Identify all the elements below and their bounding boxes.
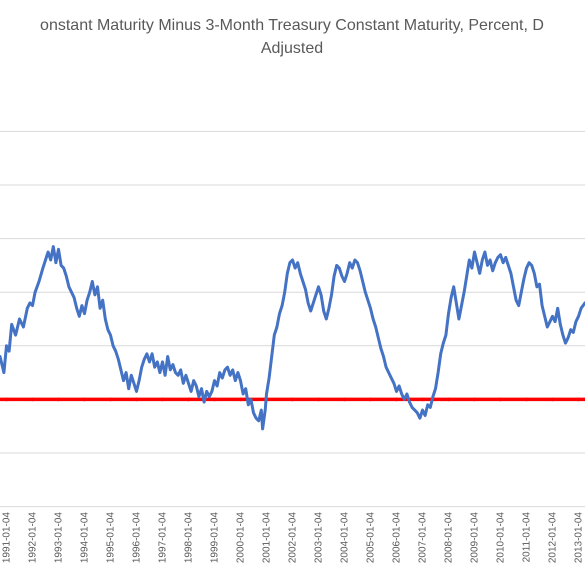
x-tick-label: 2002-01-04 (288, 512, 299, 564)
zero-line-marker (30, 397, 35, 402)
x-tick-label: 1999-01-04 (210, 512, 221, 564)
x-tick-label: 2011-01-04 (522, 512, 533, 563)
zero-line-marker (134, 397, 139, 402)
zero-line-marker (290, 397, 295, 402)
x-tick-label: 1996-01-04 (132, 512, 143, 564)
zero-line-marker (420, 397, 425, 402)
x-tick-label: 1994-01-04 (80, 512, 91, 564)
x-tick-label: 1995-01-04 (106, 512, 117, 564)
zero-line-marker (368, 397, 373, 402)
x-axis-tick-labels: 1991-01-04 1992-01-04 1993-01-04 1994-01-04… (2, 512, 585, 564)
zero-line-marker (498, 397, 503, 402)
x-tick-label: 2001-01-04 (262, 512, 273, 564)
zero-line-marker (108, 397, 113, 402)
zero-line-marker (212, 397, 217, 402)
x-tick-label: 2005-01-04 (366, 512, 377, 564)
zero-line-marker (342, 397, 347, 402)
x-tick-label: 2012-01-04 (548, 512, 559, 564)
zero-line-marker (394, 397, 399, 402)
series-group (0, 245, 585, 431)
x-tick-label: 1992-01-04 (28, 512, 39, 564)
zero-line-marker (4, 397, 9, 402)
x-tick-label: 2007-01-04 (418, 512, 429, 564)
x-tick-label: 2008-01-04 (444, 512, 455, 564)
x-tick-label: 2013-01-04 (574, 512, 585, 564)
chart-title-line1: onstant Maturity Minus 3-Month Treasury … (40, 17, 544, 34)
zero-line-marker (238, 397, 243, 402)
zero-line-marker (524, 397, 529, 402)
x-tick-label: 2000-01-04 (236, 512, 247, 564)
zero-line-marker (82, 397, 87, 402)
zero-line-marker (186, 397, 191, 402)
zero-line-marker (160, 397, 165, 402)
zero-line-marker (576, 397, 581, 402)
zero-line-marker (550, 397, 555, 402)
x-tick-label: 1993-01-04 (54, 512, 65, 564)
x-tick-label: 2003-01-04 (314, 512, 325, 564)
zero-reference-line (0, 397, 585, 402)
x-tick-label: 1998-01-04 (184, 512, 195, 564)
series-line-1 (0, 245, 585, 431)
chart-title-line2: Adjusted (261, 40, 323, 57)
zero-line-marker (446, 397, 451, 402)
zero-line-marker (56, 397, 61, 402)
x-tick-label: 1991-01-04 (2, 512, 13, 564)
x-tick-label: 2004-01-04 (340, 512, 351, 564)
zero-line-marker (316, 397, 321, 402)
x-tick-label: 2010-01-04 (496, 512, 507, 564)
x-tick-label: 2009-01-04 (470, 512, 481, 564)
zero-line-marker (472, 397, 477, 402)
x-tick-label: 1997-01-04 (158, 512, 169, 564)
x-tick-label: 2006-01-04 (392, 512, 403, 564)
